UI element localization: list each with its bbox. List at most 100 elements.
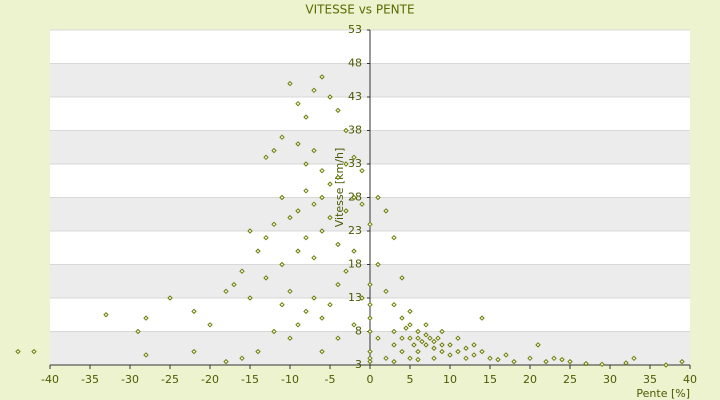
- point: [527, 355, 533, 362]
- point: [471, 352, 477, 358]
- point: [351, 248, 357, 254]
- point: [343, 268, 349, 274]
- point: [319, 315, 325, 321]
- point: [583, 360, 589, 367]
- point: [415, 348, 421, 355]
- point: [431, 345, 437, 351]
- point: [367, 301, 373, 308]
- point: [375, 261, 381, 268]
- y-tick-label: 33: [348, 157, 362, 170]
- x-tick-label: 5: [407, 373, 414, 386]
- y-tick-label: 43: [348, 90, 362, 103]
- point: [279, 261, 285, 268]
- point: [551, 355, 557, 362]
- point: [303, 234, 309, 241]
- point: [271, 328, 277, 335]
- point: [391, 328, 397, 335]
- point: [343, 208, 349, 214]
- point: [479, 348, 485, 355]
- x-tick-label: 20: [523, 373, 537, 386]
- point: [295, 248, 301, 254]
- point: [335, 174, 341, 181]
- point: [375, 194, 381, 201]
- point: [279, 194, 285, 201]
- point: [359, 167, 365, 174]
- point: [399, 275, 405, 281]
- point: [463, 355, 469, 362]
- point: [447, 342, 453, 348]
- point: [351, 154, 357, 161]
- x-tick-label: 0: [367, 373, 374, 386]
- point: [311, 201, 317, 207]
- point: [399, 315, 405, 321]
- point: [439, 348, 445, 355]
- point: [327, 214, 333, 221]
- point: [367, 348, 373, 355]
- point: [559, 356, 565, 363]
- x-tick-label: -35: [81, 373, 99, 386]
- point: [231, 281, 237, 288]
- point: [419, 338, 425, 345]
- point: [255, 348, 261, 355]
- point: [319, 194, 325, 201]
- point: [403, 325, 409, 331]
- point: [263, 234, 269, 241]
- point: [15, 348, 21, 355]
- point: [319, 228, 325, 234]
- point: [239, 268, 245, 274]
- x-tick-label: -10: [281, 373, 299, 386]
- point: [439, 342, 445, 348]
- point: [247, 295, 253, 301]
- x-tick-label: 35: [643, 373, 657, 386]
- point: [335, 281, 341, 288]
- point: [143, 315, 149, 321]
- x-tick-label: -5: [325, 373, 336, 386]
- point: [383, 288, 389, 295]
- point: [423, 332, 429, 338]
- point: [359, 295, 365, 301]
- point: [327, 301, 333, 308]
- y-tick-label: 48: [348, 57, 362, 70]
- point: [279, 301, 285, 308]
- point: [295, 100, 301, 107]
- point: [471, 342, 477, 348]
- point: [239, 355, 245, 362]
- point: [223, 288, 229, 295]
- point: [495, 356, 501, 363]
- point: [479, 315, 485, 321]
- point: [383, 208, 389, 214]
- point: [411, 342, 417, 348]
- point: [295, 322, 301, 328]
- point: [391, 301, 397, 308]
- y-tick-label: 23: [348, 224, 362, 237]
- point: [135, 328, 141, 335]
- y-tick-label: 38: [348, 124, 362, 137]
- point: [599, 361, 605, 368]
- point: [455, 335, 461, 341]
- x-tick-label: -40: [41, 373, 59, 386]
- point: [263, 275, 269, 281]
- point: [287, 335, 293, 341]
- point: [191, 308, 197, 315]
- x-tick-label: 15: [483, 373, 497, 386]
- point: [271, 221, 277, 228]
- point: [535, 342, 541, 348]
- point: [427, 335, 433, 341]
- point: [679, 358, 685, 365]
- point: [367, 221, 373, 228]
- point: [447, 352, 453, 358]
- point: [287, 80, 293, 87]
- point: [287, 214, 293, 221]
- point: [191, 348, 197, 355]
- point: [407, 322, 413, 328]
- y-tick-label: 13: [348, 291, 362, 304]
- x-tick-label: 10: [443, 373, 457, 386]
- point: [335, 241, 341, 248]
- point: [391, 234, 397, 241]
- point: [279, 134, 285, 140]
- x-tick-label: 30: [603, 373, 617, 386]
- point: [103, 312, 109, 318]
- point: [367, 281, 373, 288]
- point: [311, 295, 317, 301]
